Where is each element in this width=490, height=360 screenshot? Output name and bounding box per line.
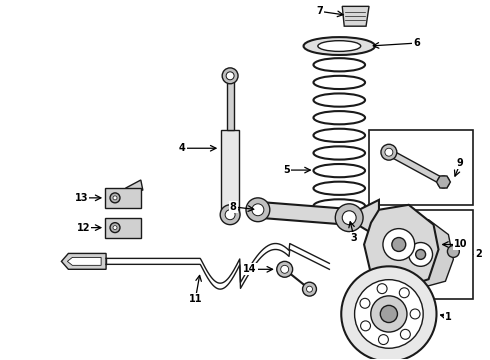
Bar bbox=[105, 218, 141, 238]
Circle shape bbox=[281, 265, 289, 273]
Circle shape bbox=[113, 196, 117, 200]
Circle shape bbox=[220, 205, 240, 225]
Text: 6: 6 bbox=[413, 38, 420, 48]
Circle shape bbox=[371, 296, 407, 332]
Polygon shape bbox=[61, 253, 106, 269]
Circle shape bbox=[360, 298, 370, 308]
Polygon shape bbox=[364, 205, 439, 289]
Circle shape bbox=[409, 243, 433, 266]
Circle shape bbox=[377, 284, 387, 294]
Circle shape bbox=[383, 229, 415, 260]
Polygon shape bbox=[437, 176, 450, 188]
Text: 2: 2 bbox=[475, 249, 482, 260]
Circle shape bbox=[361, 321, 370, 331]
Bar bbox=[227, 76, 234, 130]
Bar bbox=[105, 188, 141, 208]
Text: 14: 14 bbox=[243, 264, 257, 274]
Ellipse shape bbox=[303, 37, 375, 55]
Circle shape bbox=[392, 238, 406, 251]
Polygon shape bbox=[342, 6, 369, 26]
Circle shape bbox=[385, 148, 393, 156]
Bar bbox=[221, 130, 239, 215]
Circle shape bbox=[378, 335, 389, 345]
Polygon shape bbox=[385, 146, 447, 188]
Circle shape bbox=[225, 210, 235, 220]
Text: 5: 5 bbox=[283, 165, 290, 175]
Text: 9: 9 bbox=[457, 158, 464, 168]
Circle shape bbox=[246, 198, 270, 222]
Circle shape bbox=[302, 282, 317, 296]
Polygon shape bbox=[389, 220, 453, 287]
Text: 12: 12 bbox=[76, 222, 90, 233]
Circle shape bbox=[341, 266, 437, 360]
Text: 1: 1 bbox=[445, 312, 452, 322]
Ellipse shape bbox=[318, 41, 361, 51]
Polygon shape bbox=[126, 180, 143, 198]
Polygon shape bbox=[68, 257, 101, 265]
Circle shape bbox=[355, 280, 423, 348]
Circle shape bbox=[277, 261, 293, 277]
Circle shape bbox=[400, 329, 410, 339]
Circle shape bbox=[222, 68, 238, 84]
Circle shape bbox=[342, 211, 356, 225]
Circle shape bbox=[335, 204, 363, 231]
Circle shape bbox=[226, 72, 234, 80]
Circle shape bbox=[438, 176, 449, 188]
Circle shape bbox=[113, 226, 117, 230]
Circle shape bbox=[380, 305, 397, 323]
Text: 3: 3 bbox=[351, 233, 358, 243]
Circle shape bbox=[381, 144, 397, 160]
Polygon shape bbox=[258, 200, 379, 238]
Text: 11: 11 bbox=[189, 294, 202, 304]
Text: 4: 4 bbox=[179, 143, 186, 153]
Circle shape bbox=[416, 249, 426, 260]
Text: 8: 8 bbox=[230, 202, 237, 212]
Circle shape bbox=[399, 288, 409, 298]
Circle shape bbox=[252, 204, 264, 216]
Circle shape bbox=[110, 193, 120, 203]
Text: 10: 10 bbox=[454, 239, 467, 249]
Circle shape bbox=[447, 246, 459, 257]
Circle shape bbox=[410, 309, 420, 319]
Circle shape bbox=[307, 286, 313, 292]
Text: 13: 13 bbox=[74, 193, 88, 203]
Bar bbox=[374, 210, 473, 299]
Circle shape bbox=[110, 223, 120, 233]
Bar bbox=[369, 130, 473, 205]
Text: 7: 7 bbox=[316, 6, 323, 16]
